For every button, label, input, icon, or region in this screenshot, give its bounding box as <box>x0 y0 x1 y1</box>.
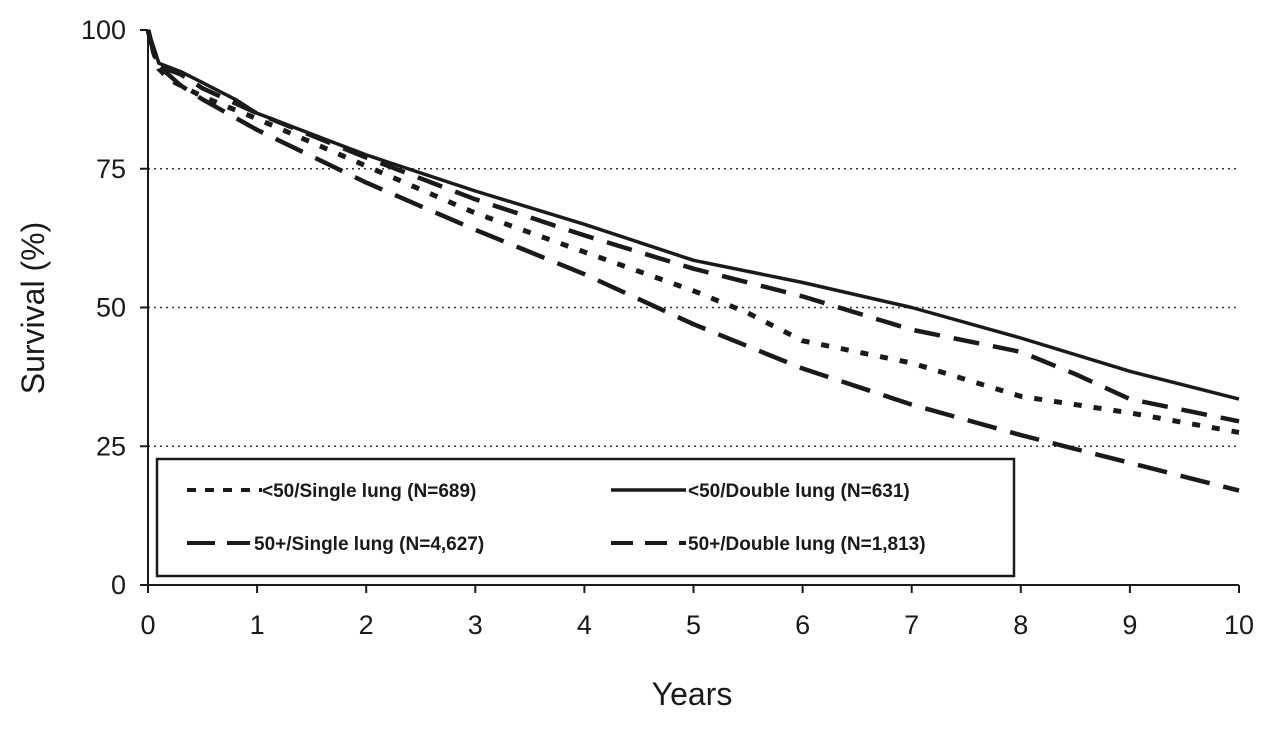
x-axis-title: Years <box>652 676 733 712</box>
y-tick-label: 100 <box>81 15 126 45</box>
x-tick-label: 3 <box>468 610 483 640</box>
axes <box>140 29 1240 593</box>
series-line <box>145 29 1240 493</box>
series-line <box>145 29 1240 424</box>
x-tick-label: 1 <box>250 610 265 640</box>
x-tick-label: 9 <box>1122 610 1137 640</box>
x-tick-label: 8 <box>1013 610 1028 640</box>
legend-item: <50/Double lung (N=631) <box>611 481 910 502</box>
gridlines <box>148 168 1239 447</box>
x-tick-label: 5 <box>686 610 701 640</box>
series-line <box>145 29 1240 435</box>
x-tick-label: 10 <box>1224 610 1254 640</box>
legend-box <box>155 457 1016 578</box>
x-tick-label: 7 <box>904 610 919 640</box>
series-lines <box>145 29 1240 493</box>
legend-label: <50/Single lung (N=689) <box>262 481 476 502</box>
x-tick-label: 0 <box>140 610 155 640</box>
legend-label: 50+/Single lung (N=4,627) <box>254 534 484 555</box>
y-axis-title: Survival (%) <box>15 222 51 394</box>
y-tick-label: 50 <box>96 293 126 323</box>
x-tick-label: 2 <box>359 610 374 640</box>
legend-label: <50/Double lung (N=631) <box>688 481 910 502</box>
legend-item: 50+/Single lung (N=4,627) <box>187 534 484 555</box>
y-tick-label: 25 <box>96 431 126 461</box>
x-tick-label: 4 <box>577 610 592 640</box>
legend-label: 50+/Double lung (N=1,813) <box>688 534 926 555</box>
tick-labels: 0 25 50 75 100 0 1 2 3 4 5 6 7 8 9 10 <box>81 15 1254 640</box>
x-tick-label: 6 <box>795 610 810 640</box>
series-line <box>146 29 1240 401</box>
legend: <50/Single lung (N=689) <50/Double lung … <box>155 457 1016 578</box>
legend-item: <50/Single lung (N=689) <box>187 481 476 502</box>
y-tick-label: 75 <box>96 154 126 184</box>
y-tick-label: 0 <box>111 570 126 600</box>
legend-item: 50+/Double lung (N=1,813) <box>611 534 926 555</box>
